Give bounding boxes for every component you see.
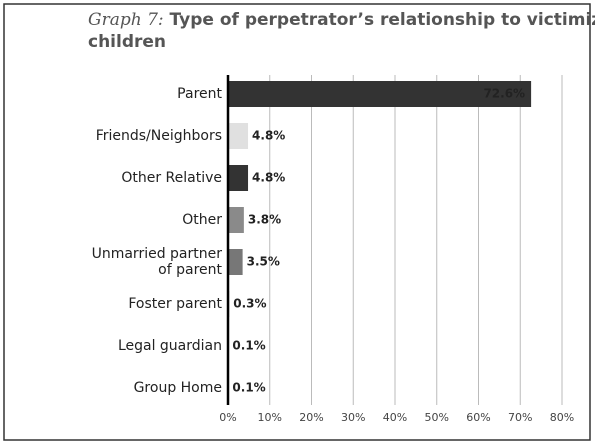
frame xyxy=(3,3,591,441)
y-tick-label: Other Relative xyxy=(121,170,222,186)
title-line: Type of perpetrator’s relationship to vi… xyxy=(170,10,595,30)
x-tick-label: 40% xyxy=(383,411,407,424)
bar xyxy=(228,123,249,149)
value-label: 0.1% xyxy=(232,339,265,353)
title-line: children xyxy=(88,32,166,52)
x-tick-label: 10% xyxy=(258,411,282,424)
value-label: 3.5% xyxy=(247,255,280,269)
bar xyxy=(228,249,243,275)
bar xyxy=(228,207,244,233)
value-label: 4.8% xyxy=(252,171,285,185)
y-tick-label: Legal guardian xyxy=(118,338,222,354)
y-tick-label: Unmarried partner of parent xyxy=(92,246,223,278)
value-label: 0.3% xyxy=(233,297,266,311)
x-tick-label: 20% xyxy=(299,411,323,424)
x-tick-label: 80% xyxy=(550,411,574,424)
y-tick-label: Other xyxy=(182,212,222,228)
x-tick-label: 30% xyxy=(341,411,365,424)
value-label: 0.1% xyxy=(232,381,265,395)
y-tick-label: Foster parent xyxy=(128,296,222,312)
label-line: of parent xyxy=(158,262,222,278)
bar xyxy=(228,81,532,107)
value-label: 72.6% xyxy=(483,87,525,101)
x-tick-label: 70% xyxy=(508,411,532,424)
label-line: Unmarried partner xyxy=(92,246,223,262)
chart-title: Graph 7: Type of perpetrator’s relations… xyxy=(88,10,595,31)
y-tick-label: Friends/Neighbors xyxy=(96,128,222,144)
x-tick-label: 50% xyxy=(425,411,449,424)
value-label: 3.8% xyxy=(248,213,281,227)
y-tick-label: Parent xyxy=(177,86,222,102)
x-tick-label: 60% xyxy=(466,411,490,424)
value-label: 4.8% xyxy=(252,129,285,143)
title-prefix: Graph 7: xyxy=(88,10,164,30)
y-tick-label: Group Home xyxy=(134,380,222,396)
x-tick-label: 0% xyxy=(219,411,236,424)
bar xyxy=(228,165,249,191)
